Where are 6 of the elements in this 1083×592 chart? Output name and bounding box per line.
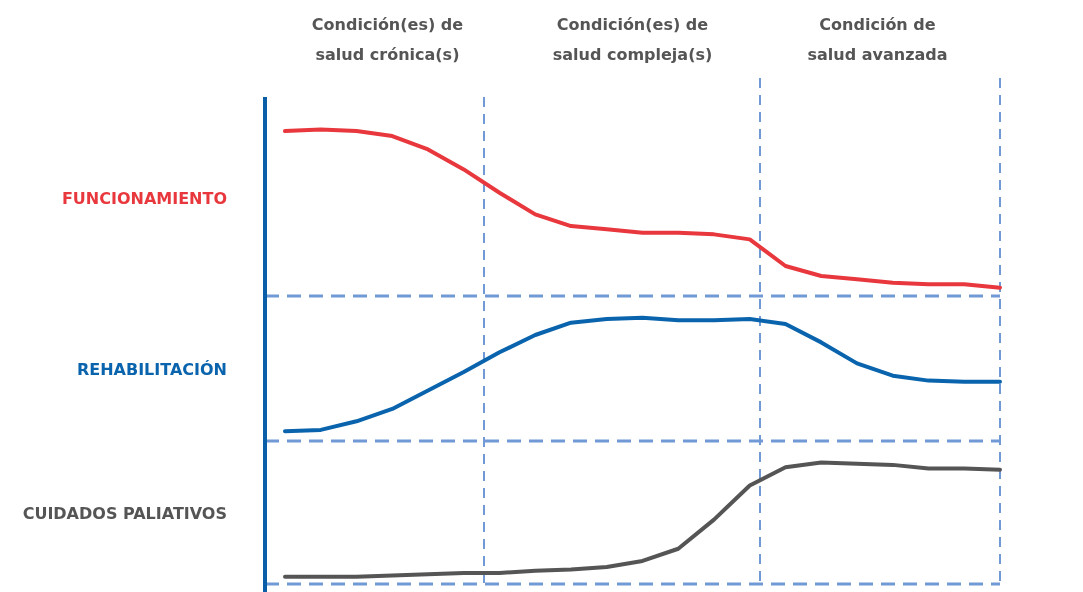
text: Condición(es) de salud crónica(s) bbox=[311, 15, 464, 64]
y-axis-title: REHABILITACIÓN bbox=[76, 359, 227, 379]
text: Condición(es) de salud compleja(s) bbox=[552, 15, 713, 64]
y-axis-title: CUIDADOS PALIATIVOS bbox=[22, 503, 227, 523]
y-axis-title: FUNCIONAMIENTO bbox=[61, 189, 227, 208]
text: Condición de salud avanzada bbox=[807, 15, 948, 64]
